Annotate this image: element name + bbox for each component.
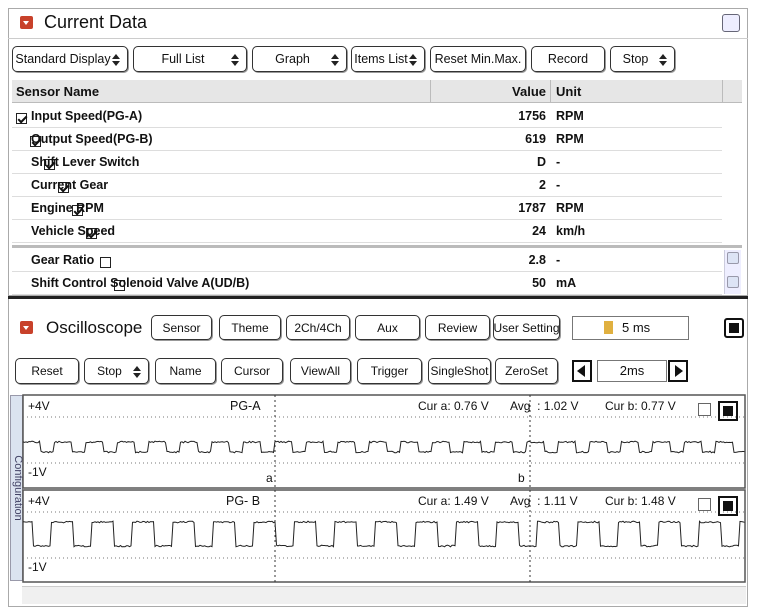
toolbar-button[interactable]: ZeroSet — [495, 358, 558, 384]
toolbar-button[interactable]: Record — [531, 46, 605, 72]
sensor-name: Shift Control Solenoid Valve A(UD/B) — [31, 276, 426, 290]
sensor-unit: - — [556, 253, 716, 267]
sensor-name: Engine RPM — [31, 201, 426, 215]
sensor-value: 1787 — [430, 201, 546, 215]
max-label: +4V — [28, 494, 50, 508]
toolbar-button[interactable]: Reset — [15, 358, 79, 384]
toolbar-button[interactable]: Stop — [84, 358, 149, 384]
next-arrow — [675, 365, 683, 377]
sensor-unit: RPM — [556, 109, 716, 123]
channel-name: PG-A — [230, 399, 261, 413]
min-label: -1V — [28, 465, 47, 479]
sensor-name: Input Speed(PG-A) — [31, 109, 426, 123]
column-divider — [722, 80, 723, 103]
sensor-value: 2 — [430, 178, 546, 192]
min-label: -1V — [28, 560, 47, 574]
panel-title: Current Data — [44, 12, 147, 33]
scroll-up[interactable] — [727, 252, 739, 264]
sensor-value: D — [430, 155, 546, 169]
sensor-unit: km/h — [556, 224, 716, 238]
channel-name: PG- B — [226, 494, 260, 508]
max-label: +4V — [28, 399, 50, 413]
tab-button[interactable]: Review — [425, 315, 490, 340]
timebase-icon — [604, 321, 613, 334]
sensor-unit: mA — [556, 276, 716, 290]
toolbar-button[interactable]: Graph — [252, 46, 347, 72]
cursor-b-value: Cur b: 1.48 V — [605, 494, 676, 508]
checkbox[interactable] — [16, 113, 27, 124]
toolbar-button[interactable]: SingleShot — [428, 358, 491, 384]
oscilloscope-panel — [8, 299, 748, 607]
toolbar-button[interactable]: Name — [155, 358, 216, 384]
average-value: Avg : 1.02 V — [510, 399, 579, 413]
sensor-unit: RPM — [556, 132, 716, 146]
toggle-fill — [729, 323, 739, 333]
column-divider — [430, 80, 431, 103]
sensor-name: Shift Lever Switch — [31, 155, 426, 169]
collapse-icon[interactable] — [20, 16, 33, 29]
tab-button[interactable]: User Setting — [493, 315, 560, 340]
row-group-divider — [12, 245, 742, 248]
sensor-value: 619 — [430, 132, 546, 146]
channel-checkbox[interactable] — [698, 403, 711, 416]
tab-button[interactable]: 2Ch/4Ch — [286, 315, 350, 340]
sensor-value: 2.8 — [430, 253, 546, 267]
sensor-value: 24 — [430, 224, 546, 238]
sensor-name: Current Gear — [31, 178, 426, 192]
column-divider — [550, 80, 551, 103]
tab-button[interactable]: Aux — [355, 315, 420, 340]
cursor-b-value: Cur b: 0.77 V — [605, 399, 676, 413]
toolbar-button[interactable]: Full List — [133, 46, 247, 72]
channel-toggle-fill — [723, 406, 733, 416]
sensor-name: Gear Ratio — [31, 253, 426, 267]
sensor-value: 1756 — [430, 109, 546, 123]
tab-button[interactable]: Sensor — [151, 315, 212, 340]
channel-checkbox[interactable] — [698, 498, 711, 511]
channel-toggle-fill — [723, 501, 733, 511]
toolbar-button[interactable]: Standard Display — [12, 46, 128, 72]
cursor-a-value: Cur a: 1.49 V — [418, 494, 489, 508]
sensor-unit: - — [556, 178, 716, 192]
sensor-unit: - — [556, 155, 716, 169]
column-header: Unit — [556, 84, 716, 99]
sensor-name: Vehicle Speed — [31, 224, 426, 238]
collapse-icon[interactable] — [20, 321, 33, 334]
tab-button[interactable]: Theme — [219, 315, 281, 340]
cursor-b-label: b — [518, 471, 525, 485]
toolbar-button[interactable]: Items List — [351, 46, 425, 72]
column-header: Value — [430, 84, 546, 99]
sensor-name: Output Speed(PG-B) — [31, 132, 426, 146]
toolbar-button[interactable]: Trigger — [357, 358, 422, 384]
panel-button[interactable] — [722, 14, 740, 32]
sensor-value: 50 — [430, 276, 546, 290]
cursor-a-value: Cur a: 0.76 V — [418, 399, 489, 413]
cursor-a-label: a — [266, 471, 273, 485]
column-header: Sensor Name — [16, 84, 426, 99]
toolbar-button[interactable]: Cursor — [221, 358, 283, 384]
sensor-unit: RPM — [556, 201, 716, 215]
title-divider — [8, 38, 748, 39]
side-label: Configuration — [12, 428, 24, 548]
step-box: 2ms — [597, 360, 667, 382]
panel-title: Oscilloscope — [46, 318, 142, 338]
toolbar-button[interactable]: ViewAll — [290, 358, 351, 384]
toolbar-button[interactable]: Reset Min.Max. — [430, 46, 526, 72]
bottom-scrollbar — [22, 586, 746, 604]
average-value: Avg : 1.11 V — [510, 494, 578, 508]
scroll-down[interactable] — [727, 276, 739, 288]
prev-arrow — [577, 365, 585, 377]
toolbar-button[interactable]: Stop — [610, 46, 675, 72]
timebase: 5 ms — [622, 320, 650, 335]
